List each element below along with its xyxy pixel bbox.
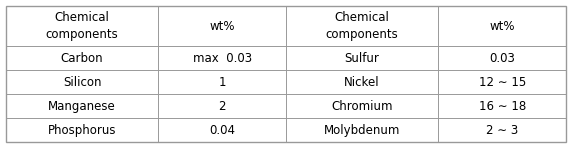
Text: wt%: wt% — [209, 20, 235, 33]
Text: Nickel: Nickel — [344, 76, 380, 89]
Text: Manganese: Manganese — [48, 100, 116, 112]
Text: 12 ∼ 15: 12 ∼ 15 — [479, 76, 526, 89]
Text: wt%: wt% — [490, 20, 515, 33]
Text: 0.03: 0.03 — [489, 52, 515, 65]
Text: Silicon: Silicon — [63, 76, 101, 89]
Text: 2: 2 — [219, 100, 226, 112]
Text: 1: 1 — [219, 76, 226, 89]
Text: Phosphorus: Phosphorus — [48, 124, 116, 136]
Text: Chromium: Chromium — [331, 100, 393, 112]
Text: 2 ∼ 3: 2 ∼ 3 — [486, 124, 518, 136]
Text: Sulfur: Sulfur — [345, 52, 380, 65]
Text: Molybdenum: Molybdenum — [324, 124, 400, 136]
Text: 0.04: 0.04 — [209, 124, 235, 136]
Text: Chemical
components: Chemical components — [326, 11, 399, 41]
Text: Carbon: Carbon — [61, 52, 104, 65]
Text: 16 ∼ 18: 16 ∼ 18 — [479, 100, 526, 112]
Text: Chemical
components: Chemical components — [46, 11, 118, 41]
Text: max  0.03: max 0.03 — [193, 52, 252, 65]
